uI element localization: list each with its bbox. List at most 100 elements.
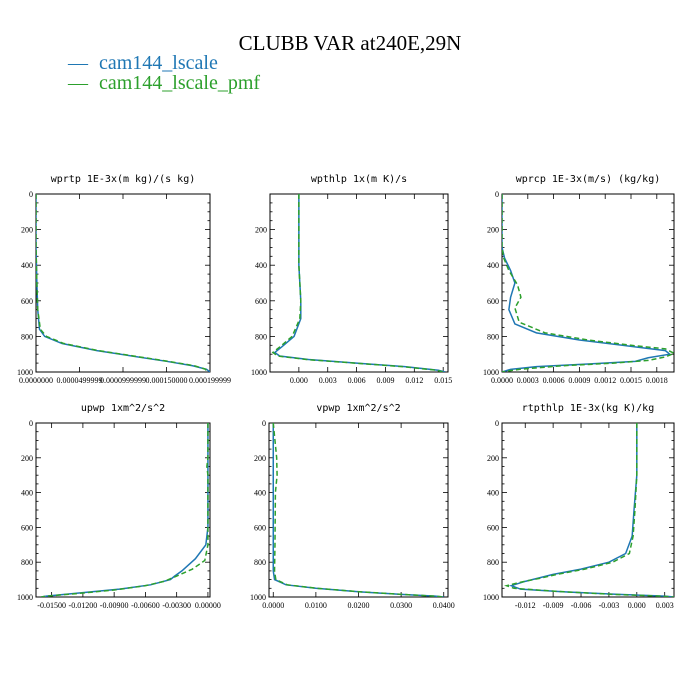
legend-entry-lscale-pmf: — cam144_lscale_pmf (67, 72, 260, 94)
x-tick-label: 0.003 (319, 376, 337, 385)
x-tick-label: -0.003 (599, 601, 620, 610)
panel-2: wpthlp 1x(m K)/s 200 400 600 800 1000 0.000 0.0… (251, 174, 452, 385)
x-tick-label: 0.0400 (433, 601, 455, 610)
panel-title: upwp 1xm^2/s^2 (81, 403, 165, 414)
y-tick-label: 600 (21, 297, 33, 306)
x-tick-label: 0.003 (656, 601, 674, 610)
legend-entry-lscale: — cam144_lscale (67, 52, 218, 74)
y-tick-label: 800 (21, 332, 33, 341)
panel-title: rtpthlp 1E-3x(kg K)/kg (522, 403, 654, 414)
x-tick-label: -0.00300 (162, 601, 191, 610)
x-tick-label: 0.0012 (594, 376, 616, 385)
x-tick-label: 0.000150000 (146, 376, 188, 385)
x-tick-label: 0.00000 (195, 601, 221, 610)
plot-frame (35, 193, 211, 373)
plot-frame (269, 193, 449, 373)
x-tick-label: 0.0100 (305, 601, 327, 610)
x-tick-label: 0.0000 (262, 601, 284, 610)
series-line-cam144-lscale (273, 194, 446, 372)
x-tick-label: -0.01500 (37, 601, 66, 610)
y-tick-label: 200 (255, 226, 267, 235)
series-line-cam144-lscale-pmf (41, 423, 209, 597)
series-line-cam144-lscale-pmf (272, 423, 444, 597)
y-tick-label: 400 (254, 489, 266, 498)
legend-label: cam144_lscale (99, 52, 218, 74)
y-tick-label: 0 (29, 419, 33, 428)
y-tick-label: 600 (254, 523, 266, 532)
x-tick-label: 0.0015 (620, 376, 642, 385)
y-tick-label: 800 (487, 558, 499, 567)
y-tick-label: 1000 (483, 368, 499, 377)
series-line-cam144-lscale (502, 194, 672, 372)
y-tick-label: 400 (21, 489, 33, 498)
series-line-cam144-lscale (41, 423, 209, 597)
x-tick-label: 0.015 (434, 376, 452, 385)
series-line-cam144-lscale (36, 194, 210, 372)
y-tick-label: 1000 (17, 368, 33, 377)
panel-title: vpwp 1xm^2/s^2 (316, 403, 400, 414)
x-tick-label: 0.006 (348, 376, 366, 385)
x-tick-label: 0.0300 (390, 601, 412, 610)
x-tick-label: 0.0000000 (19, 376, 53, 385)
y-tick-label: 800 (487, 332, 499, 341)
x-tick-label: -0.00900 (100, 601, 129, 610)
y-tick-label: 800 (21, 558, 33, 567)
series-line-cam144-lscale (272, 423, 444, 597)
x-tick-label: 0.0009 (568, 376, 590, 385)
legend-line-icon: — (67, 72, 89, 94)
x-tick-label: 0.012 (405, 376, 423, 385)
y-tick-label: 200 (21, 454, 33, 463)
panel-title: wprcp 1E-3x(m/s) (kg/kg) (516, 174, 661, 185)
y-tick-label: 1000 (250, 593, 266, 602)
y-tick-label: 400 (487, 489, 499, 498)
series-line-cam144-lscale-pmf (271, 194, 444, 372)
y-tick-label: 400 (255, 261, 267, 270)
x-tick-label: -0.01200 (69, 601, 98, 610)
y-tick-label: 0 (29, 190, 33, 199)
series-line-cam144-lscale-pmf (504, 423, 674, 597)
y-tick-label: 400 (487, 261, 499, 270)
y-tick-label: 600 (487, 297, 499, 306)
y-tick-label: 200 (254, 454, 266, 463)
panel-title: wprtp 1E-3x(m kg)/(s kg) (51, 174, 196, 185)
y-tick-label: 800 (255, 332, 267, 341)
y-tick-label: 600 (255, 297, 267, 306)
x-tick-label: -0.009 (543, 601, 564, 610)
legend: — cam144_lscale — cam144_lscale_pmf (67, 52, 260, 94)
x-tick-label: 0.0003 (517, 376, 539, 385)
x-tick-label: 0.0000999999 (100, 376, 146, 385)
x-tick-label: 0.009 (376, 376, 394, 385)
legend-label: cam144_lscale_pmf (99, 72, 260, 94)
figure-title: CLUBB VAR at240E,29N (239, 31, 462, 55)
y-tick-label: 600 (21, 523, 33, 532)
panel-6: rtpthlp 1E-3x(kg K)/kg 0 200 400 600 800 1000 -… (483, 403, 675, 610)
x-tick-label: -0.006 (571, 601, 592, 610)
x-tick-label: -0.012 (515, 601, 536, 610)
y-tick-label: 200 (21, 226, 33, 235)
panel-4: upwp 1xm^2/s^202004006008001000-0.01500-… (17, 403, 221, 610)
y-tick-label: 200 (487, 226, 499, 235)
y-tick-label: 1000 (251, 368, 267, 377)
series-line-cam144-lscale-pmf (502, 194, 674, 372)
panel-3: wprcp 1E-3x(m/s) (kg/kg) 0 200 400 600 800 100… (483, 174, 675, 385)
series-line-cam144-lscale (508, 423, 674, 597)
x-tick-label: 0.0200 (348, 601, 370, 610)
x-tick-label: 0.0006 (543, 376, 565, 385)
plot-frame (268, 422, 449, 598)
y-tick-label: 0 (495, 419, 499, 428)
plot-frame (501, 422, 675, 598)
x-tick-label: 0.0018 (646, 376, 668, 385)
series-line-cam144-lscale-pmf (36, 194, 209, 372)
x-tick-label: 0.000199999 (189, 376, 231, 385)
y-tick-label: 200 (487, 454, 499, 463)
panel-title: wpthlp 1x(m K)/s (311, 174, 407, 185)
plot-frame (35, 422, 211, 598)
legend-line-icon: — (67, 52, 89, 74)
y-tick-label: 400 (21, 261, 33, 270)
x-tick-label: 0.000 (290, 376, 308, 385)
plot-frame (501, 193, 675, 373)
panel-1: wprtp 1E-3x(m kg)/(s kg) 0 200 400 600 800 100… (17, 174, 231, 385)
y-tick-label: 0 (262, 419, 266, 428)
